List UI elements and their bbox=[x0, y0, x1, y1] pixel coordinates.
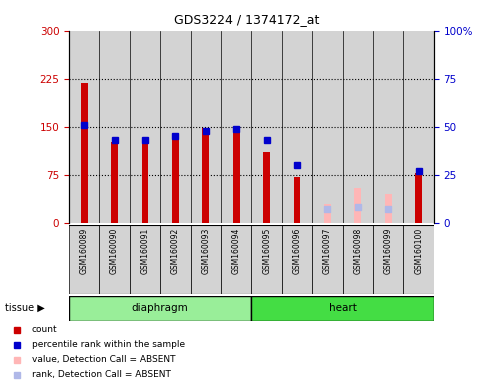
Bar bbox=[100, 225, 130, 294]
Bar bbox=[160, 225, 191, 294]
Bar bbox=[141, 141, 148, 223]
Bar bbox=[160, 31, 191, 223]
Text: diaphragm: diaphragm bbox=[132, 303, 189, 313]
Bar bbox=[385, 194, 391, 223]
Bar bbox=[403, 225, 434, 294]
Bar bbox=[312, 31, 343, 223]
Bar bbox=[221, 31, 251, 223]
Text: GSM160097: GSM160097 bbox=[323, 228, 332, 275]
Bar bbox=[324, 204, 331, 223]
Bar bbox=[282, 31, 312, 223]
Bar bbox=[191, 31, 221, 223]
Bar bbox=[373, 225, 403, 294]
Bar bbox=[294, 177, 300, 223]
Text: GDS3224 / 1374172_at: GDS3224 / 1374172_at bbox=[174, 13, 319, 26]
Bar bbox=[81, 83, 88, 223]
Bar bbox=[69, 225, 100, 294]
Bar bbox=[130, 225, 160, 294]
Text: value, Detection Call = ABSENT: value, Detection Call = ABSENT bbox=[32, 355, 176, 364]
Text: GSM160091: GSM160091 bbox=[141, 228, 149, 274]
Text: GSM160098: GSM160098 bbox=[353, 228, 362, 274]
Bar bbox=[263, 152, 270, 223]
Text: tissue ▶: tissue ▶ bbox=[5, 303, 45, 313]
Bar bbox=[251, 225, 282, 294]
Bar bbox=[312, 225, 343, 294]
Text: rank, Detection Call = ABSENT: rank, Detection Call = ABSENT bbox=[32, 370, 171, 379]
Bar bbox=[343, 31, 373, 223]
Bar bbox=[343, 225, 373, 294]
Bar bbox=[203, 128, 209, 223]
Text: GSM160100: GSM160100 bbox=[414, 228, 423, 274]
Bar bbox=[282, 225, 312, 294]
Bar bbox=[191, 225, 221, 294]
Bar bbox=[172, 137, 179, 223]
Bar bbox=[111, 142, 118, 223]
Bar bbox=[251, 296, 434, 321]
Text: GSM160093: GSM160093 bbox=[201, 228, 211, 275]
Text: GSM160089: GSM160089 bbox=[80, 228, 89, 274]
Bar bbox=[373, 31, 403, 223]
Bar bbox=[233, 128, 240, 223]
Bar bbox=[69, 296, 251, 321]
Text: GSM160096: GSM160096 bbox=[292, 228, 302, 275]
Bar bbox=[354, 187, 361, 223]
Bar bbox=[221, 225, 251, 294]
Bar bbox=[100, 31, 130, 223]
Text: GSM160095: GSM160095 bbox=[262, 228, 271, 275]
Text: GSM160090: GSM160090 bbox=[110, 228, 119, 275]
Bar bbox=[415, 173, 422, 223]
Text: GSM160092: GSM160092 bbox=[171, 228, 180, 274]
Text: percentile rank within the sample: percentile rank within the sample bbox=[32, 340, 185, 349]
Text: GSM160099: GSM160099 bbox=[384, 228, 393, 275]
Bar bbox=[69, 31, 100, 223]
Text: GSM160094: GSM160094 bbox=[232, 228, 241, 275]
Bar bbox=[251, 31, 282, 223]
Text: count: count bbox=[32, 326, 57, 334]
Bar bbox=[130, 31, 160, 223]
Text: heart: heart bbox=[329, 303, 356, 313]
Bar bbox=[403, 31, 434, 223]
